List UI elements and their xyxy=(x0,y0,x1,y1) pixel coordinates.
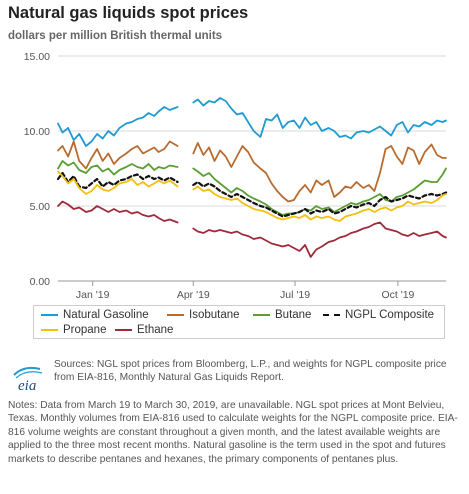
series-line-isobutane xyxy=(57,140,179,170)
series-line-ngpl-composite xyxy=(192,180,448,218)
legend-swatch-isobutane xyxy=(167,313,184,316)
x-tick-label: Jul '19 xyxy=(280,289,310,300)
series-line-ethane xyxy=(192,221,447,258)
chart-title: Natural gas liquids spot prices xyxy=(8,4,249,22)
legend-item-propane: Propane xyxy=(41,324,106,336)
legend-label-propane: Propane xyxy=(63,324,107,336)
legend-swatch-ngpl-composite xyxy=(323,313,340,316)
series-line-ngpl-composite xyxy=(56,171,179,190)
x-tick-label: Jan '19 xyxy=(76,289,110,300)
y-tick-label: 0.00 xyxy=(30,276,51,288)
eia-logo: eia xyxy=(13,366,43,393)
legend-swatch-butane xyxy=(253,313,270,316)
legend-label-butane: Butane xyxy=(275,309,312,321)
chart-notes: Notes: Data from March 19 to March 30, 2… xyxy=(8,400,458,465)
legend-item-ethane: Ethane xyxy=(115,324,173,336)
series-line-natural-gasoline xyxy=(57,106,179,147)
x-tick-label: Apr '19 xyxy=(177,289,210,300)
legend-swatch-natural-gasoline xyxy=(41,313,58,316)
chart-subtitle: dollars per million British thermal unit… xyxy=(8,30,223,42)
series-lines xyxy=(56,97,448,258)
legend-item-butane: Butane xyxy=(253,309,311,321)
eia-logo-text: eia xyxy=(18,378,36,393)
legend-label-isobutane: Isobutane xyxy=(189,309,240,321)
legend-label-ethane: Ethane xyxy=(137,324,174,336)
legend-label-ngpl-composite: NGPL Composite xyxy=(345,309,435,321)
line-chart: 0.00 5.00 10.00 15.00 Jan '19 Apr '19 Jul '19 O… xyxy=(24,51,448,300)
y-tick-label: 5.00 xyxy=(30,201,51,213)
gridlines xyxy=(58,55,446,282)
y-tick-label: 10.00 xyxy=(24,126,50,138)
y-tick-label: 15.00 xyxy=(24,51,50,63)
series-line-butane xyxy=(192,167,447,216)
legend-item-natural-gasoline: Natural Gasoline xyxy=(41,309,149,321)
series-line-isobutane xyxy=(192,142,447,203)
series-line-propane xyxy=(57,170,179,195)
legend-swatch-propane xyxy=(41,328,58,331)
series-line-propane xyxy=(192,185,447,222)
series-line-butane xyxy=(57,160,179,176)
legend-item-ngpl-composite: NGPL Composite xyxy=(323,309,434,321)
axes: 0.00 5.00 10.00 15.00 Jan '19 Apr '19 Jul '19 O… xyxy=(24,51,415,300)
legend-label-natural-gasoline: Natural Gasoline xyxy=(63,309,149,321)
source-note: Sources: NGL spot prices from Bloomberg,… xyxy=(54,359,447,383)
x-tick-label: Oct '19 xyxy=(381,289,414,300)
chart-legend: Natural Gasoline Isobutane Butane NGPL C… xyxy=(33,305,445,339)
legend-item-isobutane: Isobutane xyxy=(167,309,240,321)
series-line-natural-gasoline xyxy=(192,97,447,140)
legend-swatch-ethane xyxy=(115,328,132,331)
series-line-ethane xyxy=(57,200,179,224)
